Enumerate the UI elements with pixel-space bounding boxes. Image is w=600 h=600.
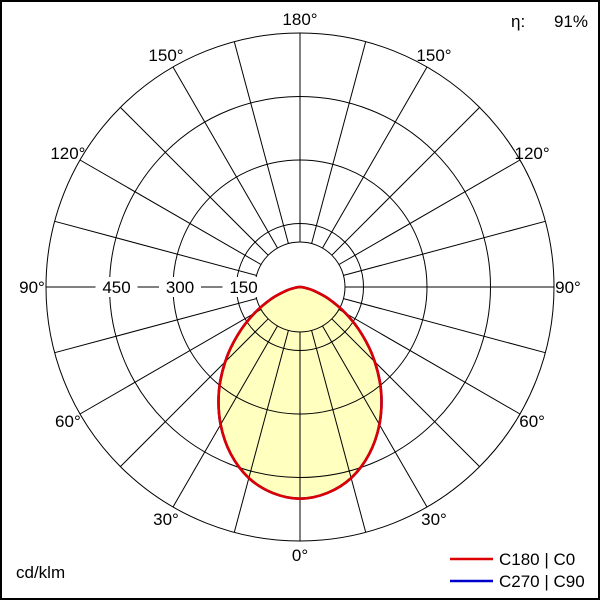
angle-label: 150° [148,46,183,65]
grid-ray [338,159,521,265]
grid-ray [120,318,269,467]
efficiency-label: η: [511,12,525,31]
grid-ray [172,325,278,508]
angle-label: 120° [515,144,550,163]
generated-chart-layer: 0° 30° 30° 60° 60° 90° 90° 120° 120° 150° 150° 180°… [19,10,581,565]
grid-ray [322,325,428,508]
grid-ray [311,41,367,244]
grid-ray [233,330,289,533]
efficiency-readout: η: 91% [511,12,588,31]
angle-label: 120° [50,144,85,163]
angle-label: 30° [421,510,447,529]
angle-label: 60° [55,412,81,431]
grid-ray [172,66,278,249]
grid-ray [79,159,262,265]
r-tick-label: 150 [229,278,257,297]
grid-ray [331,107,480,256]
intensity-curve [217,285,383,501]
grid-ray [120,107,269,256]
legend-label-c0: C180 | C0 [499,550,575,569]
grid-ray [343,220,546,276]
r-tick-label: 300 [166,278,194,297]
grid-ray [343,298,546,354]
angle-label: 30° [153,510,179,529]
grid-ray [322,66,428,249]
grid-ray [79,309,262,415]
polar-grid [45,32,555,542]
grid-circle [45,32,555,542]
grid-ray [311,330,367,533]
angle-label: 90° [19,278,45,297]
grid-labels: 0° 30° 30° 60° 60° 90° 90° 120° 120° 150° 150° 180°… [19,10,581,565]
legend: C180 | C0 C270 | C90 [450,550,585,591]
angle-label: 180° [282,10,317,29]
angle-label: 0° [292,546,308,565]
angle-label: 150° [416,46,451,65]
efficiency-value: 91% [554,12,588,31]
tick-label-mask [159,277,201,297]
grid-ray [54,220,257,276]
grid-ray [54,298,257,354]
legend-label-c90: C270 | C90 [499,572,585,591]
tick-label-mask [95,277,138,297]
r-tick-label: 450 [102,278,130,297]
grid-ray [233,41,289,244]
grid-ray [331,318,480,467]
tick-label-mask [222,277,265,297]
grid-ray [338,309,521,415]
angle-label: 90° [555,278,581,297]
angle-label: 60° [519,412,545,431]
unit-label: cd/klm [16,563,65,582]
